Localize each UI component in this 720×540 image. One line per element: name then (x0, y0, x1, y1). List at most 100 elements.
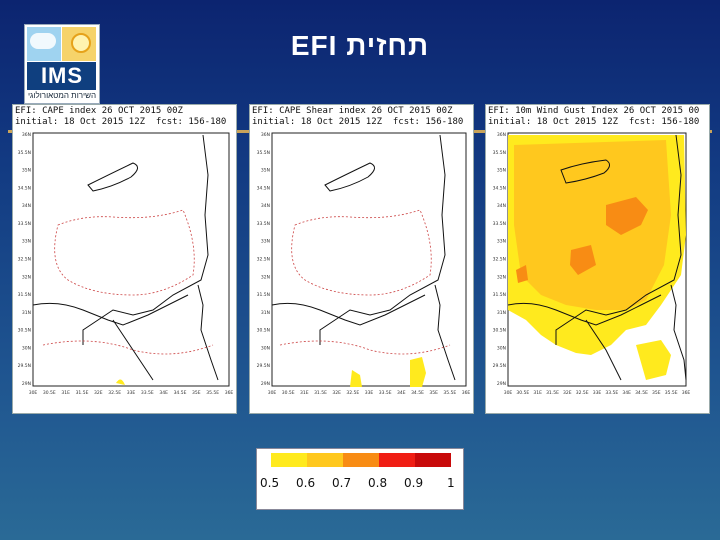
legend-tick: 1 (447, 476, 455, 490)
wind-gust-map: 36N 35.5N 35N 34.5N 34N 33.5N 33N 32.5N 32N 31.5N… (493, 132, 691, 396)
legend-tick: 0.8 (368, 476, 388, 490)
lon-tick-label: 36E (682, 390, 691, 396)
ims-logo: IMS השירות המטאורולוגי (24, 24, 100, 104)
lon-tick-label: 31.5E (314, 390, 327, 396)
sun-icon (71, 33, 91, 53)
legend-tick: 0.7 (332, 476, 352, 490)
lat-tick-label: 29.5N (18, 363, 31, 369)
lon-tick-label: 32.5E (346, 390, 359, 396)
lon-tick-label: 35.5E (443, 390, 456, 396)
lon-tick-label: 34E (397, 390, 406, 396)
lon-tick-label: 30E (268, 390, 277, 396)
lon-tick-label: 36E (225, 390, 234, 396)
lon-tick-label: 35E (192, 390, 201, 396)
lon-tick-label: 30.5E (516, 390, 529, 396)
lon-tick-label: 33.5E (379, 390, 392, 396)
lat-tick-label: 35.5N (18, 150, 31, 156)
lat-tick-label: 35.5N (493, 150, 506, 156)
panel-title: EFI: 10m Wind Gust Index 26 OCT 2015 00 … (488, 106, 700, 127)
lon-tick-label: 32.5E (576, 390, 589, 396)
lat-tick-label: 34.5N (493, 185, 506, 191)
efi-cape-shear-panel: 36N 35.5N 35N 34.5N 34N 33.5N 33N 32.5N 32N 31.5N… (249, 104, 474, 414)
lat-tick-label: 30N (497, 345, 506, 351)
legend-swatch (379, 453, 415, 467)
lon-tick-label: 33.5E (605, 390, 618, 396)
lon-tick-label: 31E (61, 390, 70, 396)
lat-tick-label: 33N (22, 239, 31, 245)
lat-tick-label: 30.5N (18, 328, 31, 334)
lat-tick-label: 30N (261, 345, 270, 351)
lat-tick-label: 29N (261, 381, 270, 387)
lon-tick-label: 32E (563, 390, 572, 396)
legend-tick: 0.6 (296, 476, 316, 490)
legend-swatch (271, 453, 307, 467)
lat-tick-label: 31N (497, 310, 506, 316)
logo-subtitle: השירות המטאורולוגי (27, 91, 97, 100)
lat-tick-label: 34.5N (18, 185, 31, 191)
legend-swatch (415, 453, 451, 467)
lon-tick-label: 34E (622, 390, 631, 396)
lat-tick-label: 35N (22, 168, 31, 174)
lat-tick-label: 33N (261, 239, 270, 245)
color-scale-legend: 0.5 0.6 0.7 0.8 0.9 1 (256, 448, 464, 510)
lon-tick-label: 32.5E (108, 390, 121, 396)
lat-tick-label: 36N (22, 132, 31, 138)
lat-tick-label: 35.5N (257, 150, 270, 156)
panel-title: EFI: CAPE index 26 OCT 2015 00Z initial:… (15, 106, 227, 127)
lat-tick-label: 32N (22, 274, 31, 280)
legend-tick: 0.5 (260, 476, 280, 490)
legend-tick: 0.9 (404, 476, 424, 490)
lat-tick-label: 31.5N (257, 292, 270, 298)
lon-tick-label: 30E (504, 390, 513, 396)
lat-tick-label: 32.5N (257, 257, 270, 263)
lat-tick-label: 31.5N (493, 292, 506, 298)
lon-tick-label: 34E (159, 390, 168, 396)
lat-tick-label: 34N (22, 203, 31, 209)
lon-tick-label: 35E (429, 390, 438, 396)
legend-swatch (343, 453, 379, 467)
lon-tick-label: 31E (300, 390, 309, 396)
lat-tick-label: 36N (497, 132, 506, 138)
lon-tick-label: 33E (365, 390, 374, 396)
ims-box (27, 62, 96, 90)
lat-tick-label: 32N (261, 274, 270, 280)
lon-tick-label: 35.5E (206, 390, 219, 396)
lon-tick-label: 30.5E (43, 390, 56, 396)
lon-tick-label: 33E (593, 390, 602, 396)
logo-text: IMS (40, 63, 84, 88)
lat-tick-label: 30N (22, 345, 31, 351)
legend-swatch (307, 453, 343, 467)
lat-tick-label: 33N (497, 239, 506, 245)
lat-tick-label: 31.5N (18, 292, 31, 298)
lat-tick-label: 32N (497, 274, 506, 280)
lon-tick-label: 31E (533, 390, 542, 396)
lat-tick-label: 34.5N (257, 185, 270, 191)
panel-title: EFI: CAPE Shear index 26 OCT 2015 00Z in… (252, 106, 464, 127)
lon-tick-label: 30.5E (282, 390, 295, 396)
lon-tick-label: 31.5E (546, 390, 559, 396)
lat-tick-label: 36N (261, 132, 270, 138)
lat-tick-label: 29.5N (257, 363, 270, 369)
efi-wind-gust-panel: 36N 35.5N 35N 34.5N 34N 33.5N 33N 32.5N 32N 31.5N… (485, 104, 710, 414)
page-title: EFI תחזית (290, 30, 430, 61)
lon-tick-label: 35.5E (665, 390, 678, 396)
lon-tick-label: 35E (652, 390, 661, 396)
lat-tick-label: 33.5N (257, 221, 270, 227)
lon-tick-label: 32E (94, 390, 103, 396)
lon-tick-label: 31.5E (76, 390, 89, 396)
lon-tick-label: 32E (332, 390, 341, 396)
lon-tick-label: 36E (462, 390, 471, 396)
lat-tick-label: 34N (497, 203, 506, 209)
lat-tick-label: 34N (261, 203, 270, 209)
lon-tick-label: 30E (29, 390, 38, 396)
lat-tick-label: 29N (497, 381, 506, 387)
lat-tick-label: 29N (22, 381, 31, 387)
lat-tick-label: 33.5N (493, 221, 506, 227)
lat-tick-label: 29.5N (493, 363, 506, 369)
lat-tick-label: 35N (497, 168, 506, 174)
efi-cape-panel: 36N 35.5N 35N 34.5N 34N 33.5N 33N 32.5N 32N 31.5N… (12, 104, 237, 414)
lon-tick-label: 34.5E (174, 390, 187, 396)
cape-shear-map: 36N 35.5N 35N 34.5N 34N 33.5N 33N 32.5N 32N 31.5N… (257, 132, 471, 396)
lon-tick-label: 33E (127, 390, 136, 396)
lon-tick-label: 33.5E (141, 390, 154, 396)
